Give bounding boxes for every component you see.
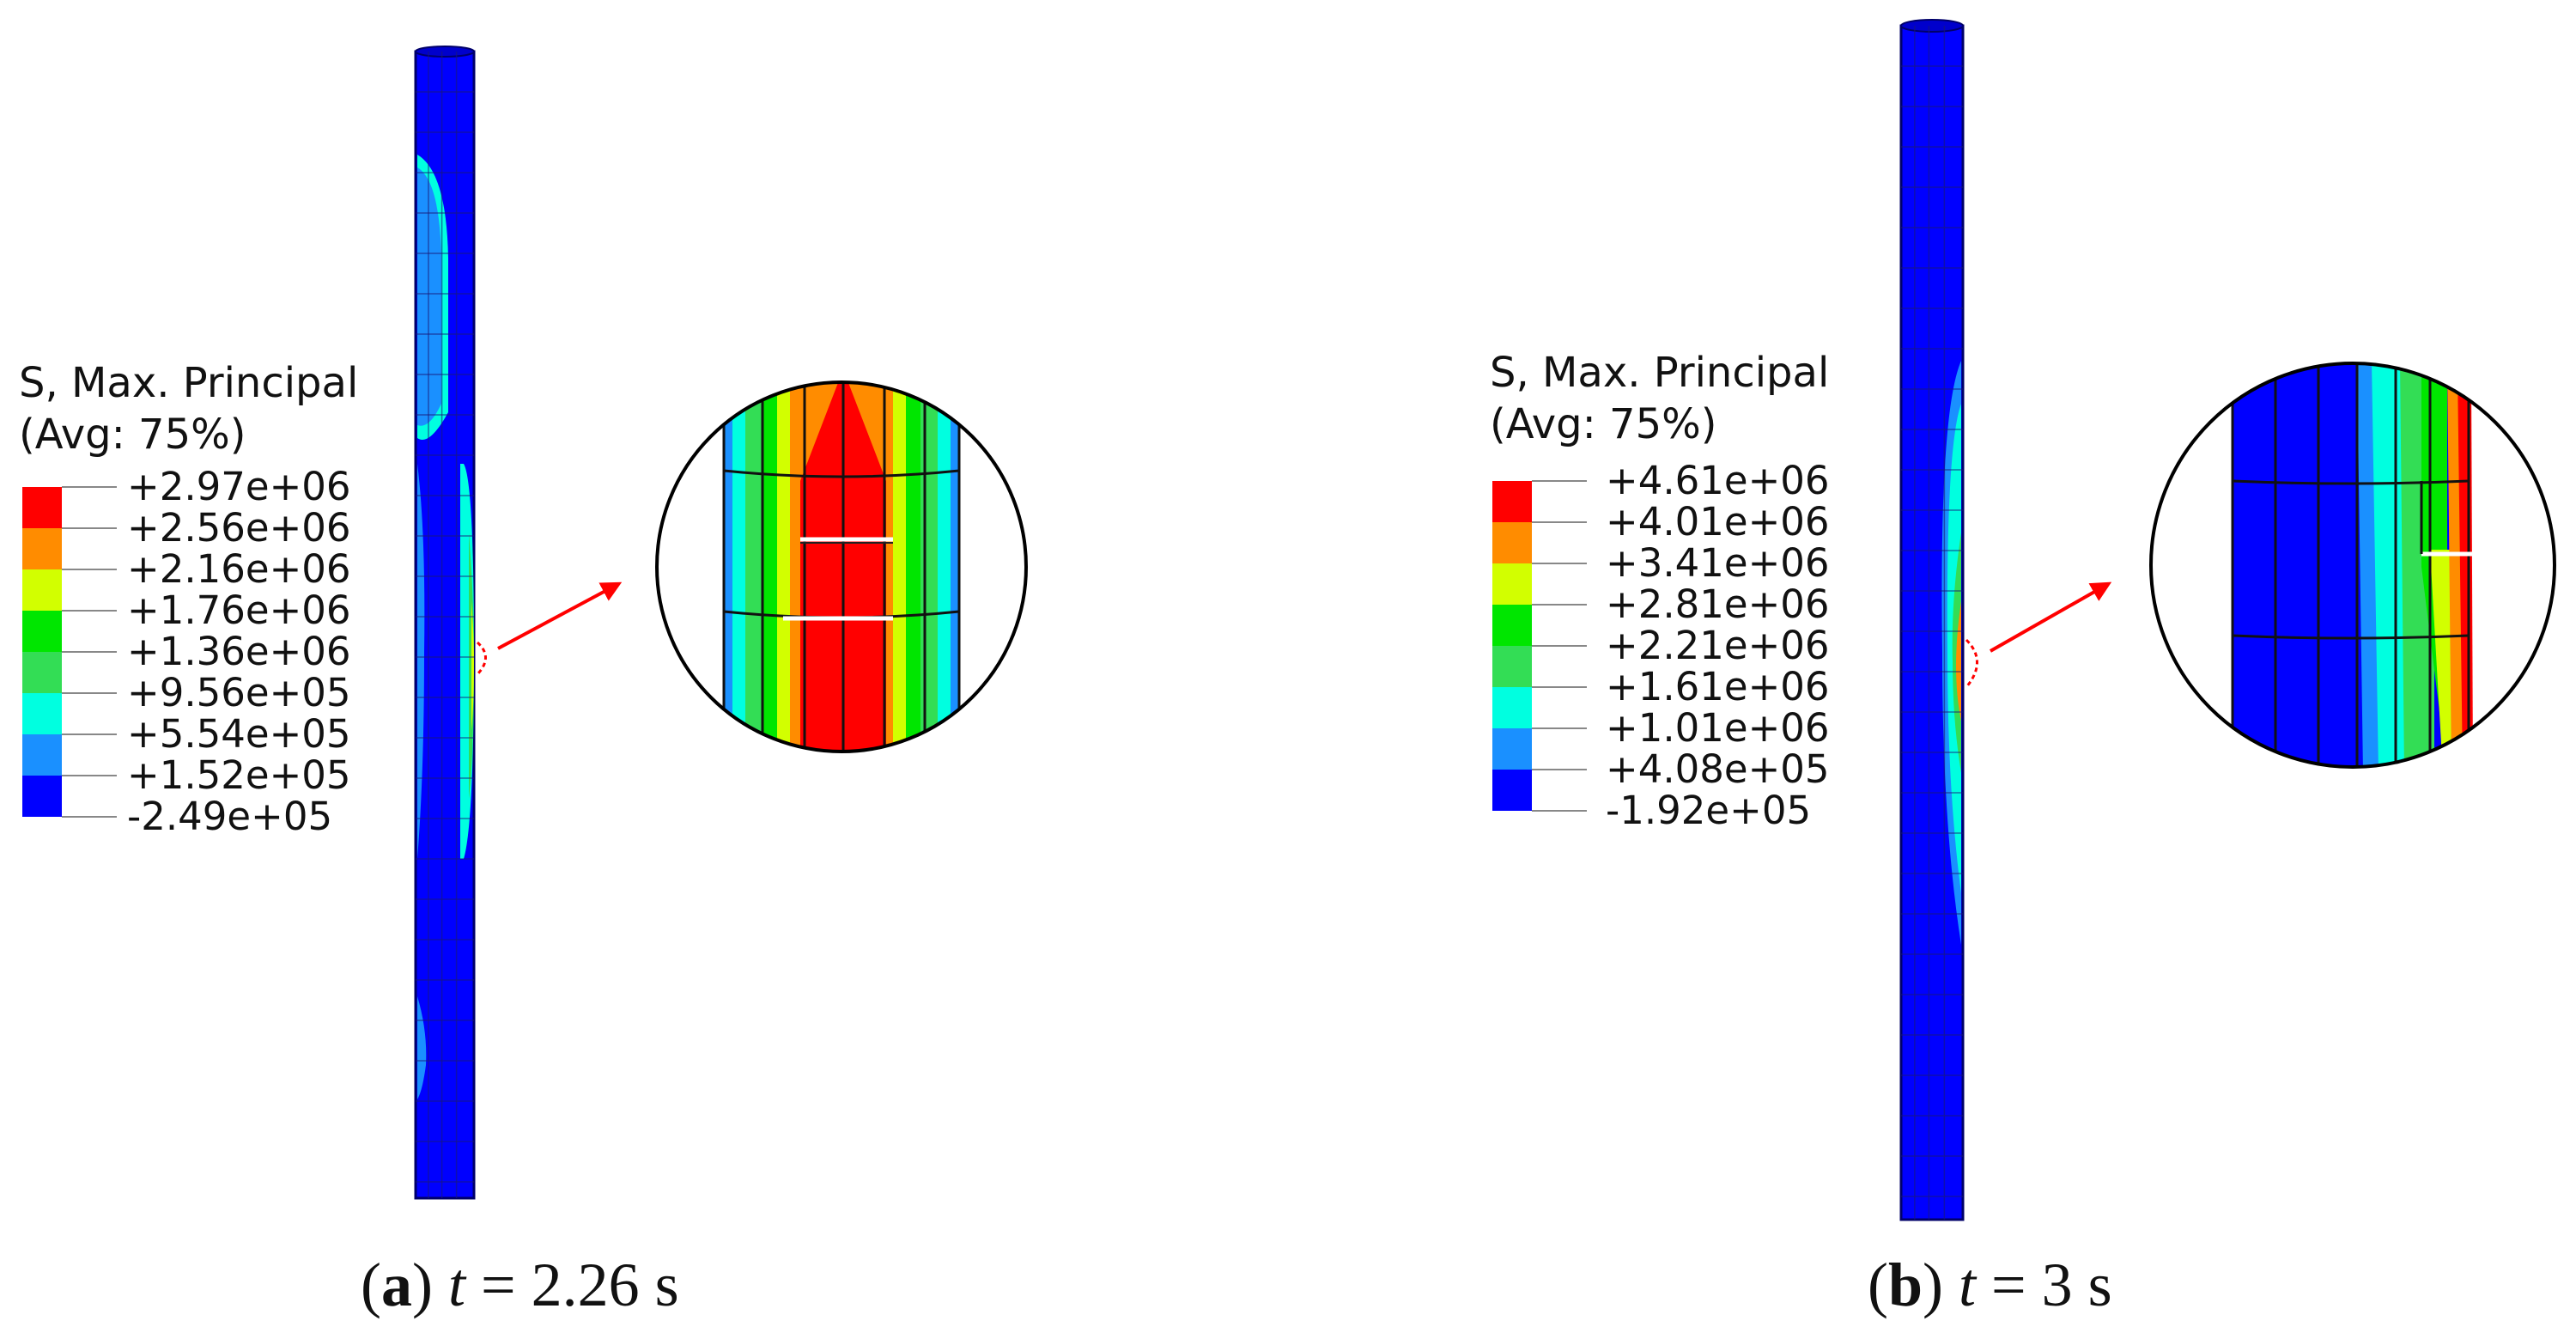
legend-b-label-1: +4.61e+06	[1606, 458, 1830, 503]
legend-b-label-4: +2.81e+06	[1606, 581, 1830, 627]
caption-b-letter: b	[1888, 1251, 1923, 1319]
panel-a: S, Max. Principal (Avg: 75%) +2.97e+06 +…	[19, 46, 1028, 1319]
legend-b-swatch-8	[1492, 770, 1532, 811]
zoom-arrow-b	[1990, 581, 2112, 653]
legend-a-swatch-7	[22, 734, 62, 776]
legend-b-title: S, Max. Principal	[1490, 349, 1829, 397]
caption-b-variable: t	[1959, 1251, 1978, 1319]
legend-b-label-5: +2.21e+06	[1606, 623, 1830, 668]
legend-b-label-8: +4.08e+05	[1606, 746, 1830, 792]
legend-a-swatch-4	[22, 611, 62, 652]
legend-a-swatch-6	[22, 693, 62, 734]
legend-a-label-3: +2.16e+06	[127, 546, 351, 592]
legend-b-swatch-4	[1492, 605, 1532, 646]
legend-a-swatch-3	[22, 569, 62, 611]
legend-a-color-bar	[22, 486, 117, 818]
caption-a-variable: t	[448, 1251, 467, 1319]
legend-b-label-2: +4.01e+06	[1606, 499, 1830, 545]
caption-b-value: = 3 s	[1976, 1251, 2112, 1319]
legend-a-subtitle: (Avg: 75%)	[19, 411, 246, 459]
legend-a-label-8: +1.52e+05	[127, 752, 351, 798]
column-a	[414, 46, 487, 1200]
legend-b: S, Max. Principal (Avg: 75%) +4.61e+06 +…	[1490, 349, 1830, 833]
legend-b-swatch-3	[1492, 563, 1532, 605]
column-b	[1899, 19, 1978, 1221]
legend-b-label-9: -1.92e+05	[1606, 788, 1811, 833]
legend-b-label-7: +1.01e+06	[1606, 705, 1830, 751]
legend-b-label-3: +3.41e+06	[1606, 540, 1830, 586]
legend-a-swatch-5	[22, 652, 62, 693]
panel-b: S, Max. Principal (Avg: 75%) +4.61e+06 +…	[1490, 19, 2556, 1319]
legend-a-swatch-1	[22, 487, 62, 528]
legend-b-label-6: +1.61e+06	[1606, 664, 1830, 709]
legend-a-label-7: +5.54e+05	[127, 711, 351, 757]
legend-a-label-1: +2.97e+06	[127, 464, 351, 509]
legend-a-label-9: -2.49e+05	[127, 794, 332, 839]
legend-b-labels: +4.61e+06 +4.01e+06 +3.41e+06 +2.81e+06 …	[1606, 458, 1830, 833]
zoom-detail-a	[655, 380, 1028, 753]
zoom-detail-b	[2149, 362, 2556, 769]
legend-a-swatch-8	[22, 776, 62, 817]
legend-b-color-bar	[1492, 480, 1587, 812]
zoom-arrow-a	[497, 581, 623, 650]
column-b-mesh	[1901, 26, 1963, 1220]
legend-b-subtitle: (Avg: 75%)	[1490, 400, 1716, 448]
legend-b-swatch-6	[1492, 687, 1532, 728]
legend-b-swatch-5	[1492, 646, 1532, 687]
legend-a-label-2: +2.56e+06	[127, 505, 351, 551]
legend-a: S, Max. Principal (Avg: 75%) +2.97e+06 +…	[19, 359, 358, 839]
column-a-mesh	[416, 52, 474, 1198]
legend-a-title: S, Max. Principal	[19, 359, 358, 407]
caption-b: (b) t = 3 s	[1868, 1251, 2112, 1319]
caption-a-value: = 2.26 s	[465, 1251, 679, 1319]
legend-a-label-5: +1.36e+06	[127, 629, 351, 674]
legend-a-label-6: +9.56e+05	[127, 670, 351, 715]
legend-b-swatch-1	[1492, 481, 1532, 522]
caption-a-letter: a	[381, 1251, 412, 1319]
legend-b-swatch-7	[1492, 728, 1532, 770]
caption-a: (a) t = 2.26 s	[361, 1251, 679, 1319]
legend-a-label-4: +1.76e+06	[127, 587, 351, 633]
legend-b-swatch-2	[1492, 522, 1532, 563]
legend-a-swatch-2	[22, 528, 62, 569]
legend-a-labels: +2.97e+06 +2.56e+06 +2.16e+06 +1.76e+06 …	[127, 464, 351, 839]
